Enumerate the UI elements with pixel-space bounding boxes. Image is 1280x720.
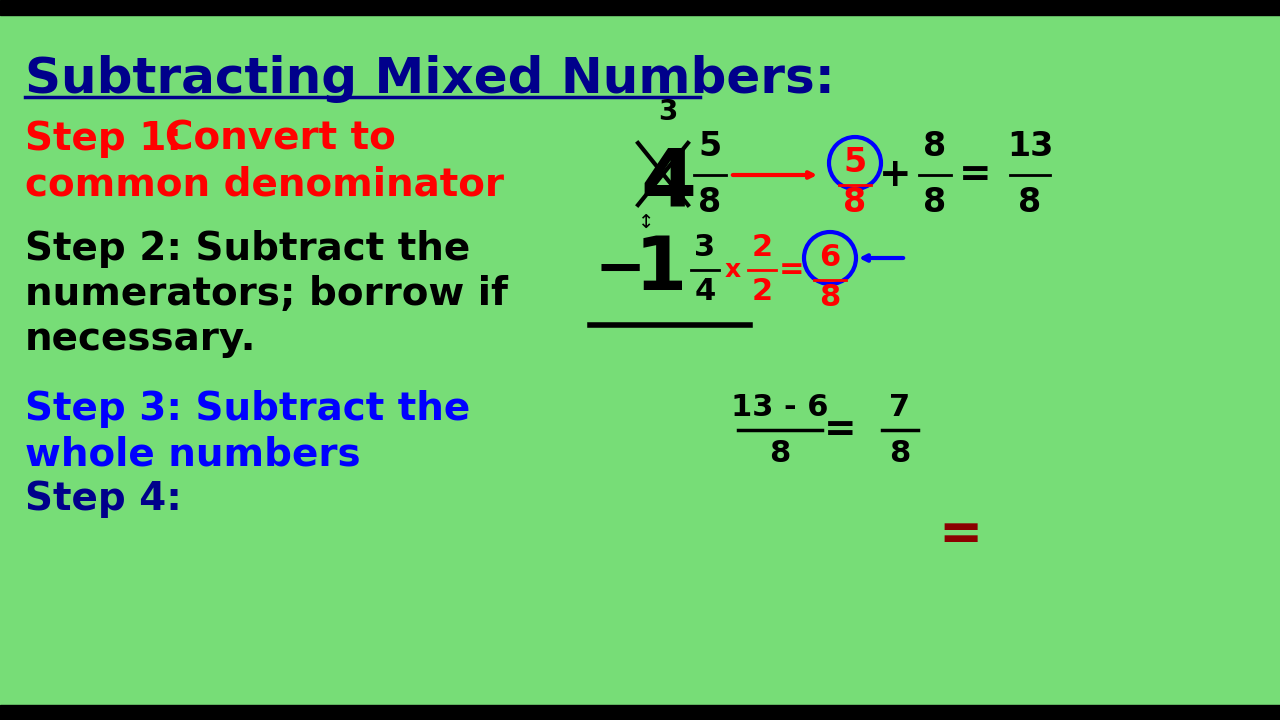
Text: =: = [780, 256, 805, 284]
Text: 5: 5 [844, 146, 867, 179]
Text: Step 4:: Step 4: [26, 480, 182, 518]
Bar [0, 0, 1280, 15]
Text: Step 3: Subtract the: Step 3: Subtract the [26, 390, 470, 428]
Text: numerators; borrow if: numerators; borrow if [26, 275, 508, 313]
Text: Convert to: Convert to [165, 120, 396, 158]
Text: 7: 7 [890, 394, 910, 423]
Text: 13 - 6: 13 - 6 [731, 394, 828, 423]
Text: 2: 2 [751, 233, 773, 263]
Text: 1: 1 [635, 233, 687, 307]
Text: −: − [595, 240, 646, 300]
Text: Step 1:: Step 1: [26, 120, 182, 158]
Text: 8: 8 [1019, 186, 1042, 220]
Text: 8: 8 [844, 186, 867, 220]
Text: 8: 8 [769, 439, 791, 469]
Text: ↕: ↕ [637, 213, 654, 232]
Text: 8: 8 [819, 284, 841, 312]
Text: 2: 2 [751, 277, 773, 307]
Text: =: = [959, 156, 991, 194]
Text: 8: 8 [923, 130, 947, 163]
Text: 8: 8 [890, 439, 910, 469]
Text: 3: 3 [658, 98, 677, 126]
Text: 4: 4 [640, 145, 696, 223]
Text: whole numbers: whole numbers [26, 435, 361, 473]
Text: 8: 8 [699, 186, 722, 220]
Text: common denominator: common denominator [26, 165, 504, 203]
Text: 4: 4 [694, 277, 716, 307]
Text: Step 2: Subtract the: Step 2: Subtract the [26, 230, 470, 268]
Text: +: + [878, 156, 911, 194]
Text: 13: 13 [1007, 130, 1053, 163]
Text: 3: 3 [695, 233, 716, 263]
Text: necessary.: necessary. [26, 320, 256, 358]
Text: 8: 8 [923, 186, 947, 220]
Text: =: = [938, 509, 982, 561]
Text: =: = [824, 411, 856, 449]
Bar [0, 705, 1280, 720]
Text: 5: 5 [699, 130, 722, 163]
Text: Subtracting Mixed Numbers:: Subtracting Mixed Numbers: [26, 55, 835, 103]
Text: x: x [724, 258, 741, 282]
Text: 6: 6 [819, 243, 841, 272]
